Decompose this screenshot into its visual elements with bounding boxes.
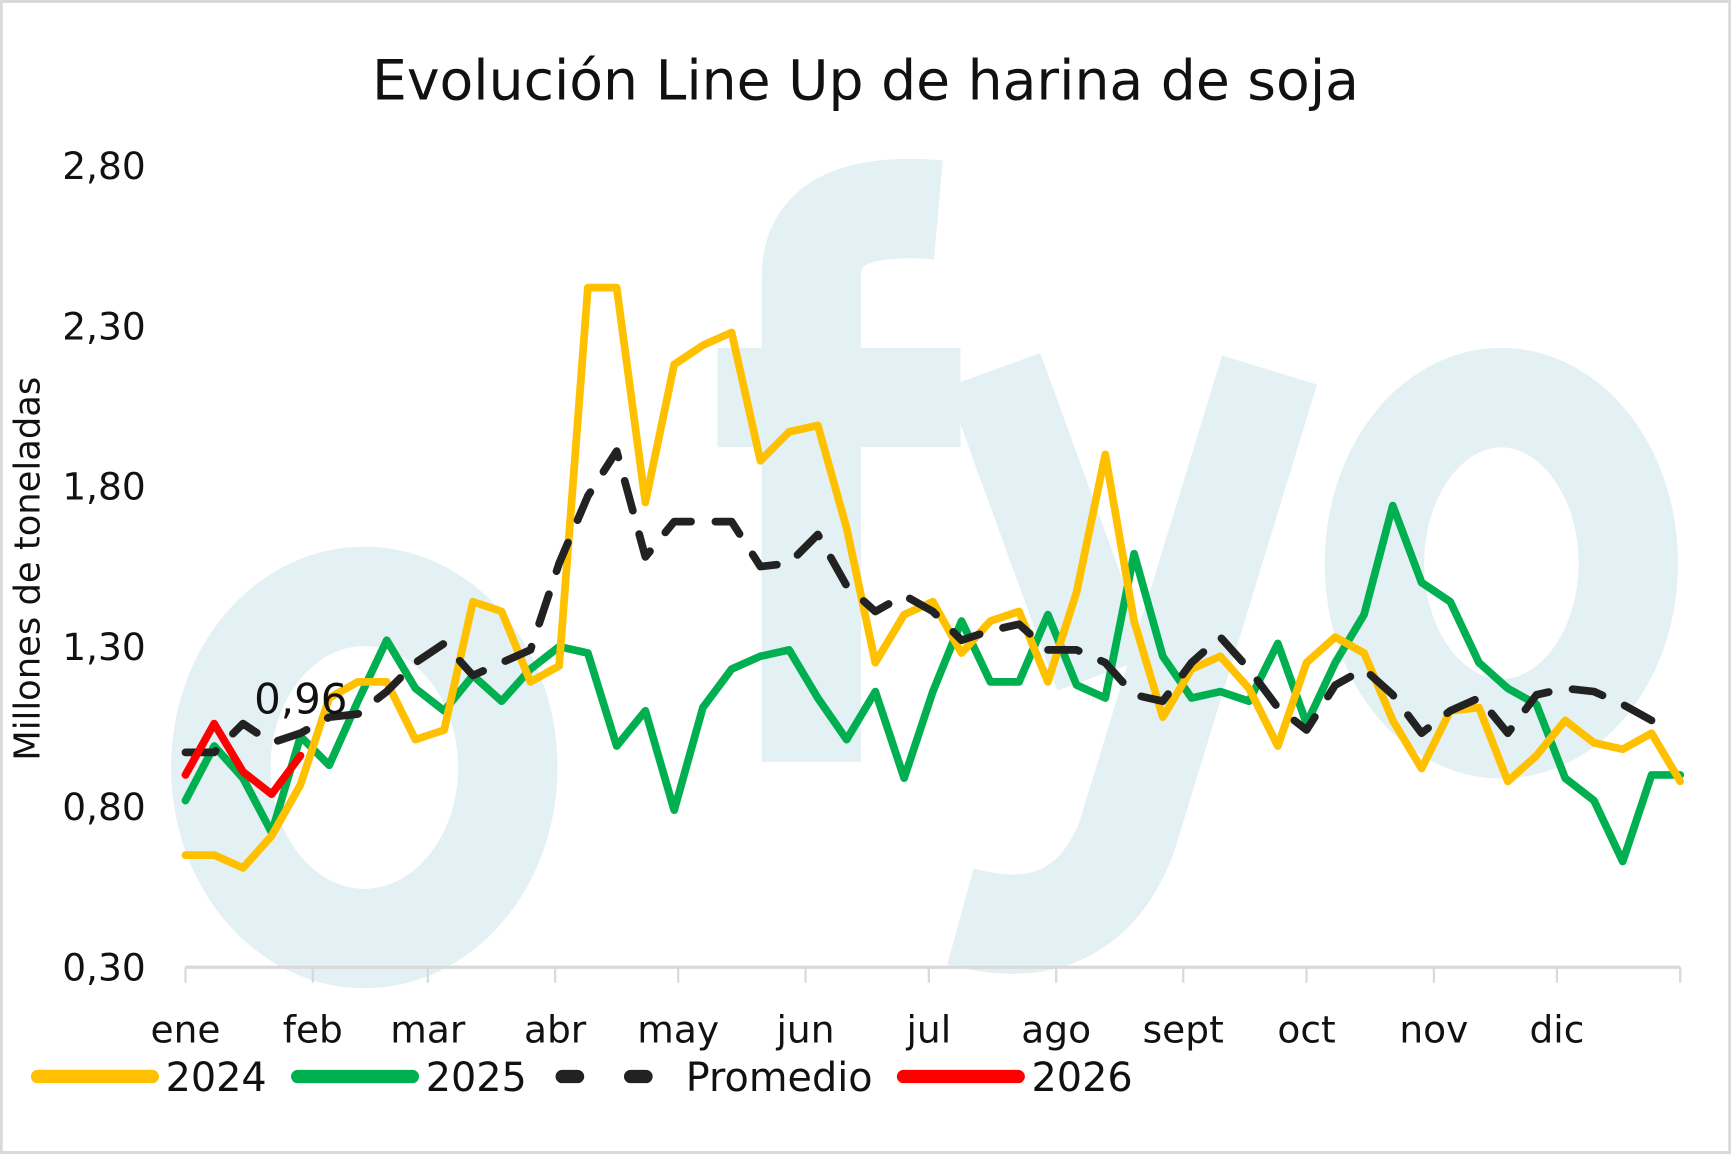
x-tick-label: may [637, 1007, 719, 1051]
legend-item-promedio: Promedio [555, 1055, 873, 1101]
x-tick-label: jun [776, 1007, 835, 1051]
y-tick-label: 1,30 [62, 625, 146, 669]
series-line-2024 [181, 283, 1685, 872]
legend-label: 2026 [1032, 1055, 1133, 1101]
data-label: 0,96 [254, 675, 347, 724]
y-tick-label: 2,30 [62, 304, 146, 348]
series-line-2026 [181, 719, 305, 799]
watermark-shape-o [171, 546, 558, 989]
x-tick-label: ene [150, 1007, 220, 1051]
x-axis: ene feb mar abr may jun jul ago sept oct nov dic [150, 965, 1682, 1051]
x-tick-label: mar [390, 1007, 466, 1051]
x-tick-label: feb [283, 1007, 343, 1051]
legend-label: 2025 [426, 1055, 527, 1101]
y-tick-label: 2,80 [62, 144, 146, 188]
watermark-shape-y [946, 353, 1318, 974]
y-tick-label: 0,80 [62, 785, 146, 829]
x-tick-label: ago [1021, 1007, 1091, 1051]
series-line-promedio [181, 447, 1656, 757]
annotations: 0,96 [254, 675, 347, 724]
x-tick-label: sept [1143, 1007, 1224, 1051]
x-tick-label: nov [1399, 1007, 1468, 1051]
y-axis-label: Millones de toneladas [8, 377, 49, 761]
x-tick-label: abr [524, 1007, 587, 1051]
legend-item-2026: 2026 [896, 1055, 1133, 1101]
y-tick-label: 0,30 [62, 945, 146, 989]
legend-item-2025: 2025 [291, 1055, 527, 1101]
y-tick-label: 1,80 [62, 465, 146, 509]
x-tick-label: jul [906, 1007, 952, 1051]
y-tick-labels: 0,30 0,80 1,30 1,80 2,30 2,80 [62, 144, 146, 989]
series-lines [181, 283, 1685, 872]
x-tick-label: oct [1277, 1007, 1335, 1051]
legend-label: 2024 [166, 1055, 267, 1101]
legend-item-2024: 2024 [30, 1055, 267, 1101]
legend-label: Promedio [686, 1055, 873, 1101]
x-tick-label: dic [1529, 1007, 1584, 1051]
chart-title: Evolución Line Up de harina de soja [372, 50, 1359, 114]
legend: 2024 2025 Promedio 2026 [30, 1055, 1133, 1101]
series-line-2025 [181, 501, 1685, 866]
watermark-shape-f [717, 158, 961, 762]
